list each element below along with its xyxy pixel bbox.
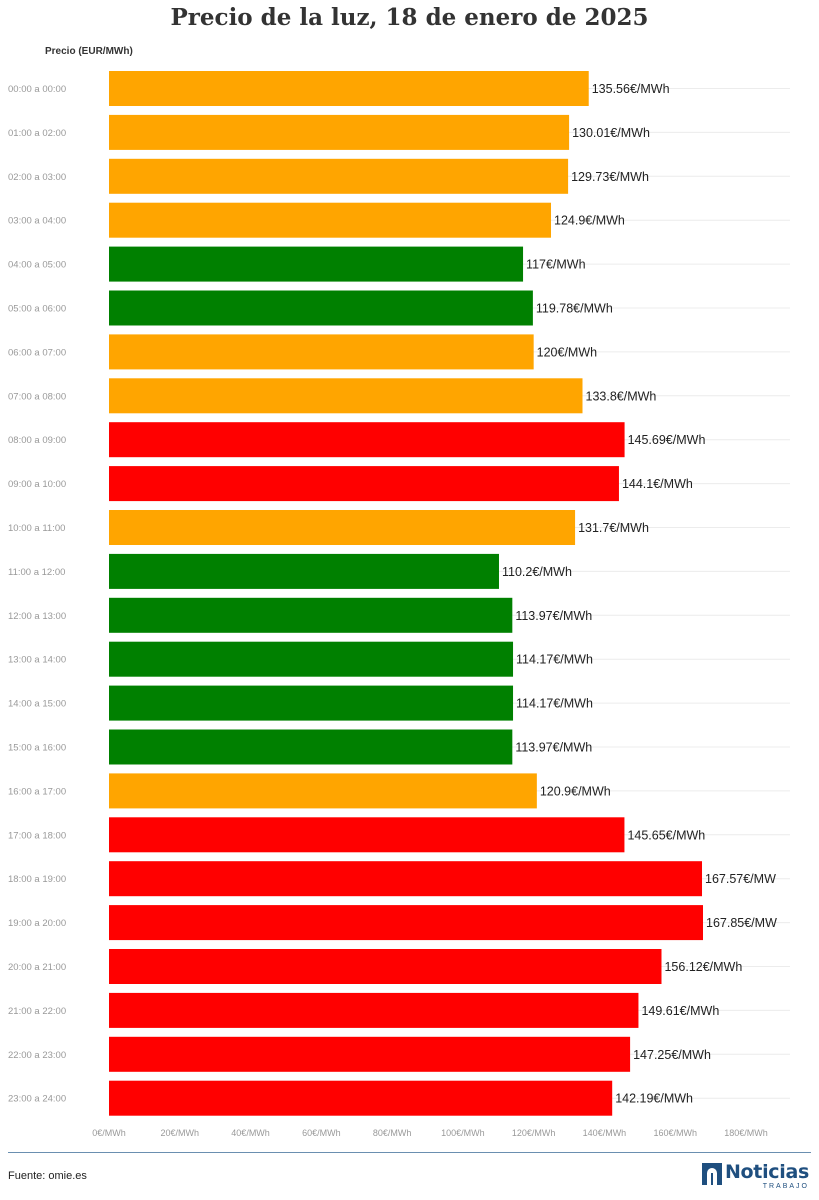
x-tick-label: 120€/MWh (512, 1128, 556, 1138)
source-note: Fuente: omie.es (8, 1170, 87, 1182)
category-label: 04:00 a 05:00 (8, 260, 66, 271)
category-label: 01:00 a 02:00 (8, 128, 66, 139)
x-tick-label: 80€/MWh (373, 1128, 412, 1138)
chart-title: Precio de la luz, 18 de enero de 2025 (170, 4, 649, 31)
bar (109, 114, 570, 150)
bar (109, 905, 704, 941)
data-label: 110.2€/MWh (502, 565, 572, 579)
category-label: 22:00 a 23:00 (8, 1050, 66, 1061)
bar (109, 949, 662, 984)
logo-subtitle: TRABAJO (762, 1183, 809, 1190)
data-label: 149.61€/MWh (641, 1004, 719, 1018)
bar-chart: 00:00 a 00:00 135.56€/MWh 01:00 a 02:00 130… (8, 71, 790, 1138)
bar (109, 685, 514, 721)
category-label: 13:00 a 14:00 (8, 655, 66, 666)
bar (109, 597, 513, 633)
data-label: 133.8€/MWh (586, 389, 657, 403)
footer-divider (8, 1152, 811, 1153)
x-tick-label: 140€/MWh (583, 1128, 627, 1138)
bar (109, 992, 639, 1028)
bar (109, 378, 583, 414)
bar (109, 1036, 631, 1072)
bar (109, 158, 569, 194)
data-label: 120€/MWh (537, 345, 597, 359)
data-label: 124.9€/MWh (554, 214, 625, 228)
data-label: 145.65€/MWh (627, 828, 705, 842)
data-label: 114.17€/MWh (516, 653, 593, 667)
bar (109, 466, 619, 502)
category-label: 06:00 a 07:00 (8, 347, 66, 358)
data-label: 167.85€/MW (706, 916, 777, 930)
category-label: 03:00 a 04:00 (8, 216, 66, 227)
data-label: 120.9€/MWh (540, 784, 611, 798)
category-label: 10:00 a 11:00 (8, 523, 65, 534)
bar (109, 422, 625, 458)
x-tick-label: 0€/MWh (92, 1128, 126, 1138)
bar (109, 290, 533, 326)
data-label: 117€/MWh (526, 258, 586, 272)
category-label: 08:00 a 09:00 (8, 435, 66, 446)
logo-name: Noticias (724, 1161, 809, 1183)
data-label: 145.69€/MWh (628, 433, 706, 447)
x-tick-label: 40€/MWh (231, 1128, 270, 1138)
data-label: 167.57€/MW (705, 872, 776, 886)
category-label: 07:00 a 08:00 (8, 391, 66, 402)
brand-logo: Noticias TRABAJO (701, 1161, 809, 1190)
data-label: 147.25€/MWh (633, 1048, 711, 1062)
bar (109, 202, 552, 238)
data-label: 156.12€/MWh (664, 960, 742, 974)
category-label: 18:00 a 19:00 (8, 874, 66, 885)
category-label: 02:00 a 03:00 (8, 172, 66, 183)
data-label: 114.17€/MWh (516, 697, 593, 711)
logo-icon (701, 1163, 722, 1185)
category-label: 21:00 a 22:00 (8, 1006, 66, 1017)
category-label: 17:00 a 18:00 (8, 830, 66, 841)
bar (109, 334, 534, 370)
bar (109, 773, 537, 809)
data-label: 130.01€/MWh (572, 126, 650, 140)
bar (109, 1080, 613, 1116)
bar (109, 861, 703, 897)
bar (109, 817, 625, 853)
data-label: 113.97€/MWh (515, 741, 592, 755)
bar (109, 641, 514, 677)
bar (109, 246, 524, 282)
data-label: 113.97€/MWh (515, 609, 592, 623)
category-label: 23:00 a 24:00 (8, 1094, 66, 1105)
x-tick-label: 160€/MWh (653, 1128, 697, 1138)
data-label: 131.7€/MWh (578, 521, 649, 535)
x-tick-label: 60€/MWh (302, 1128, 341, 1138)
x-tick-label: 100€/MWh (441, 1128, 485, 1138)
data-label: 129.73€/MWh (571, 170, 649, 184)
category-label: 19:00 a 20:00 (8, 918, 66, 929)
x-tick-label: 20€/MWh (161, 1128, 200, 1138)
bar (109, 729, 513, 765)
data-label: 135.56€/MWh (592, 82, 670, 96)
data-label: 119.78€/MWh (536, 302, 613, 316)
category-label: 00:00 a 00:00 (8, 84, 66, 95)
category-label: 14:00 a 15:00 (8, 699, 66, 710)
data-label: 144.1€/MWh (622, 477, 693, 491)
category-label: 12:00 a 13:00 (8, 611, 66, 622)
y-axis-label: Precio (EUR/MWh) (45, 46, 133, 57)
category-label: 05:00 a 06:00 (8, 304, 66, 315)
category-label: 11:00 a 12:00 (8, 567, 65, 578)
bar (109, 71, 589, 106)
category-label: 09:00 a 10:00 (8, 479, 66, 490)
category-label: 20:00 a 21:00 (8, 962, 66, 973)
bar (109, 553, 499, 589)
bar (109, 510, 576, 545)
data-label: 142.19€/MWh (615, 1092, 693, 1106)
category-label: 16:00 a 17:00 (8, 786, 66, 797)
x-tick-label: 180€/MWh (724, 1128, 768, 1138)
category-label: 15:00 a 16:00 (8, 743, 66, 754)
